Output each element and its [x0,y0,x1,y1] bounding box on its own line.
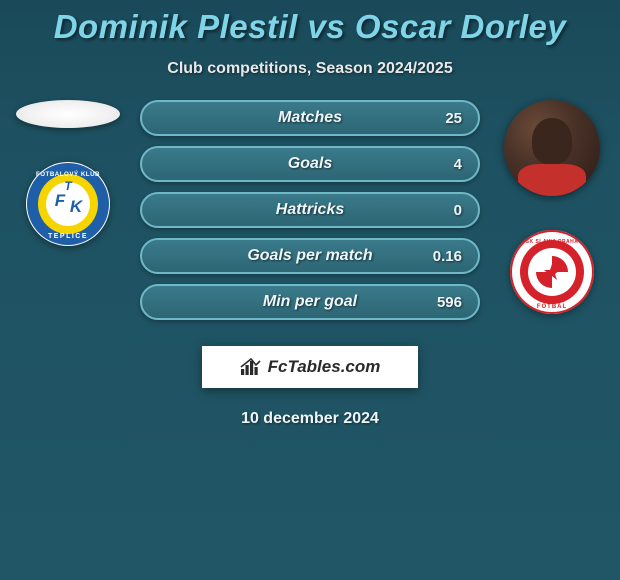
player-left-club-badge: FOTBALOVÝ KLUB TEPLICE F K T [26,162,110,246]
stat-label: Min per goal [263,293,357,311]
stat-label: Goals [288,155,332,173]
bar-chart-icon [240,358,262,376]
stat-label: Hattricks [276,201,344,219]
stat-bar: Goals 4 [140,146,480,182]
stat-value-right: 4 [454,156,462,173]
stat-label: Goals per match [247,247,372,265]
player-right-column: SK SLAVIA PRAHA FOTBAL [492,100,612,314]
branding-text: FcTables.com [268,357,381,377]
stat-bar: Goals per match 0.16 [140,238,480,274]
player-right-club-badge: SK SLAVIA PRAHA FOTBAL [510,230,594,314]
stat-bar: Matches 25 [140,100,480,136]
player-right-avatar [504,100,600,196]
stat-bar: Min per goal 596 [140,284,480,320]
svg-text:TEPLICE: TEPLICE [48,233,88,240]
stat-bar: Hattricks 0 [140,192,480,228]
svg-text:K: K [70,197,84,216]
comparison-card: Dominik Plestil vs Oscar Dorley Club com… [0,0,620,428]
page-title: Dominik Plestil vs Oscar Dorley [0,8,620,46]
stat-value-right: 25 [445,110,462,127]
stat-label: Matches [278,109,342,127]
slavia-badge-icon: SK SLAVIA PRAHA FOTBAL [510,230,594,314]
stats-column: Matches 25 Goals 4 Hattricks 0 Goals per match… [128,100,492,330]
stat-value-right: 596 [437,294,462,311]
svg-text:SK SLAVIA PRAHA: SK SLAVIA PRAHA [526,239,579,245]
player-left-avatar-placeholder [16,100,120,128]
teplice-badge-icon: FOTBALOVÝ KLUB TEPLICE F K T [26,162,110,246]
season-subtitle: Club competitions, Season 2024/2025 [0,60,620,78]
date-line: 10 december 2024 [0,410,620,428]
branding-box[interactable]: FcTables.com [202,346,418,388]
svg-text:FOTBALOVÝ KLUB: FOTBALOVÝ KLUB [36,171,100,178]
stat-value-right: 0 [454,202,462,219]
svg-text:F: F [55,191,66,210]
svg-text:FOTBAL: FOTBAL [537,304,567,310]
stat-value-right: 0.16 [433,248,462,265]
player-left-column: FOTBALOVÝ KLUB TEPLICE F K T [8,100,128,246]
main-row: FOTBALOVÝ KLUB TEPLICE F K T Matches 25 Go… [0,100,620,330]
